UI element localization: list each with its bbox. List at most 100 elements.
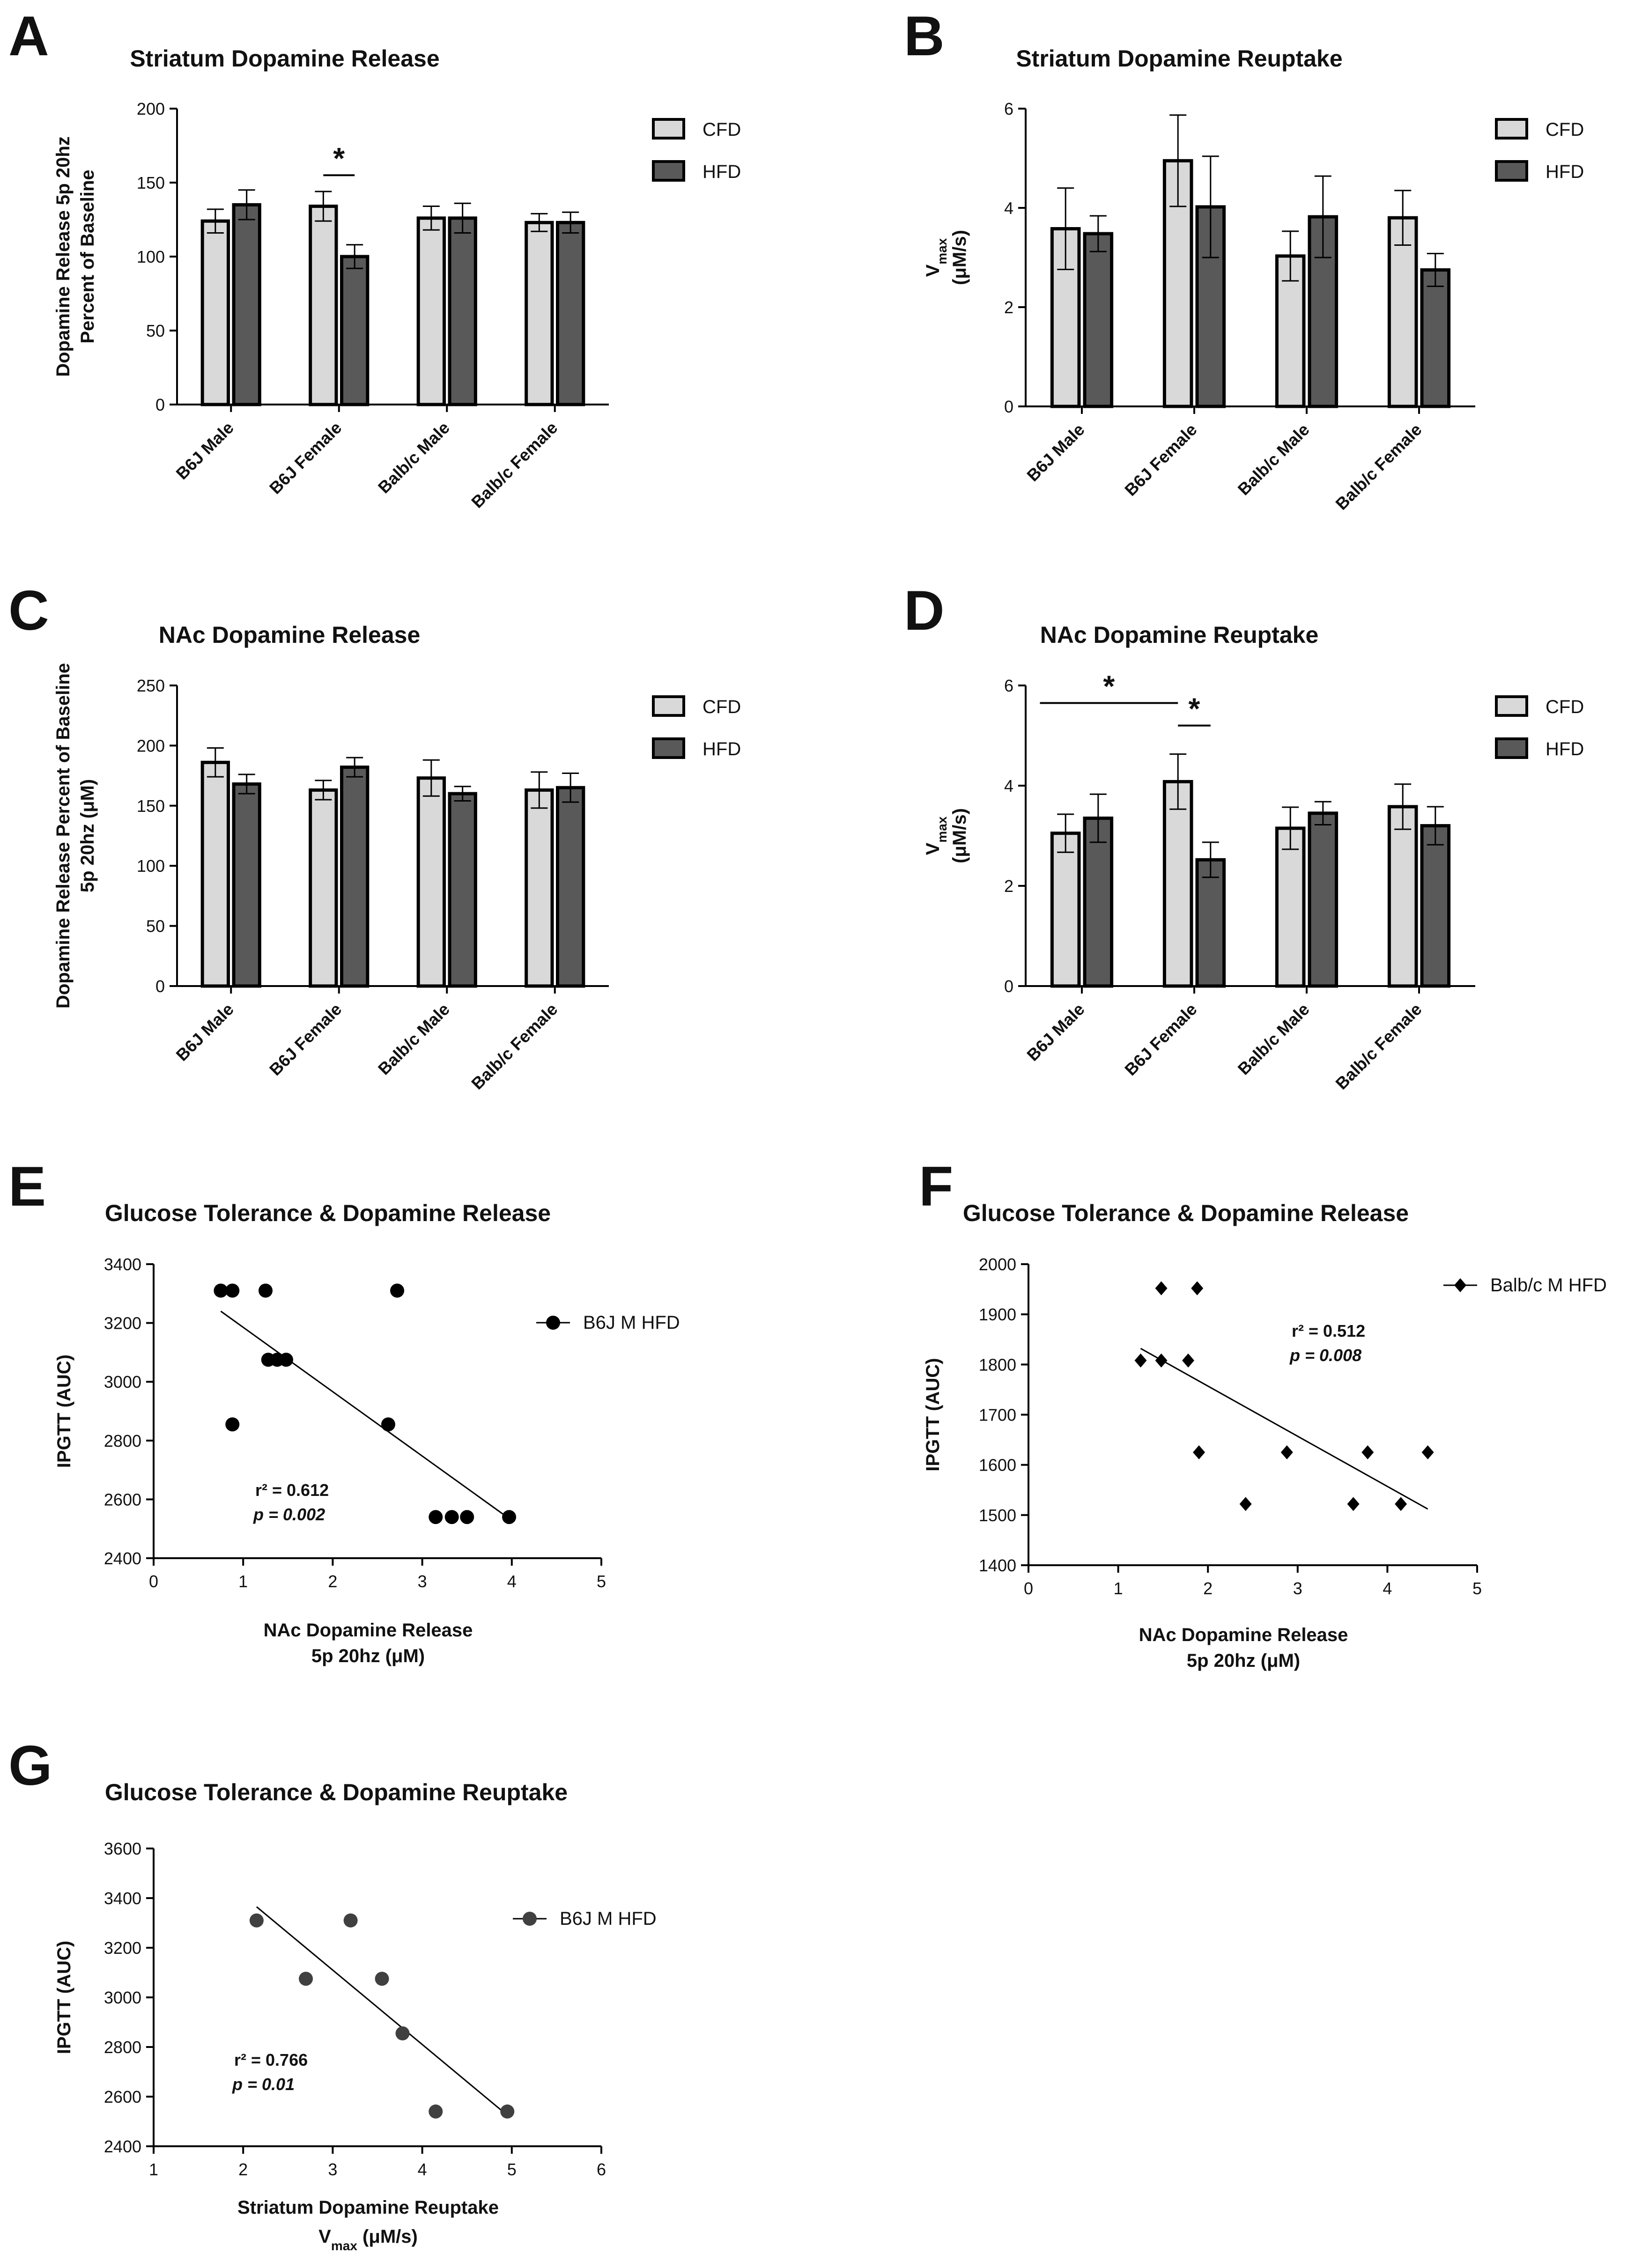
bar-cfd	[200, 760, 230, 988]
data-point	[1155, 1281, 1168, 1296]
y-axis-label: 5p 20hz (μM)	[77, 779, 98, 892]
y-tick-label: 1700	[979, 1406, 1016, 1425]
y-tick-label: 3200	[104, 1938, 141, 1958]
panel-e: E Glucose Tolerance & Dopamine Release 240…	[8, 1155, 680, 1666]
legend-swatch-hfd	[652, 160, 685, 182]
y-axis-label: IPGTT (AUC)	[923, 1358, 943, 1471]
x-tick-label: 5	[1472, 1579, 1482, 1598]
y-tick-label: 3000	[104, 1372, 141, 1392]
data-point	[500, 2104, 515, 2119]
category-label: B6J Male	[172, 1000, 237, 1065]
category-label: B6J Female	[1121, 420, 1200, 500]
panel-letter: E	[8, 1155, 46, 1218]
bar-cfd	[525, 221, 554, 406]
y-tick-label: 0	[1004, 397, 1013, 416]
legend-label-hfd: HFD	[703, 162, 741, 182]
x-tick-label: 4	[1383, 1579, 1392, 1598]
category-label: B6J Female	[1121, 1000, 1200, 1079]
data-point	[1193, 1445, 1205, 1459]
bar-cfd	[200, 219, 230, 406]
y-tick-label: 150	[137, 173, 165, 192]
data-point	[259, 1283, 273, 1298]
legend-swatch-cfd	[1495, 118, 1528, 140]
r-squared-label: r² = 0.612	[255, 1480, 329, 1500]
bar-cfd	[309, 205, 338, 406]
y-tick-label: 2	[1004, 298, 1013, 317]
r-squared-label: r² = 0.766	[234, 2050, 308, 2069]
x-tick-label: 6	[597, 2160, 606, 2179]
data-point	[249, 1913, 264, 1928]
data-point	[1421, 1445, 1434, 1459]
category-label: Balb/c Male	[374, 418, 453, 497]
r-squared-label: r² = 0.512	[1292, 1321, 1365, 1340]
y-tick-label: 50	[146, 917, 165, 936]
y-tick-label: 3200	[104, 1314, 141, 1333]
chart-title: Glucose Tolerance & Dopamine Release	[963, 1200, 1409, 1226]
legend-label-cfd: CFD	[703, 697, 741, 717]
category-label: Balb/c Female	[467, 1000, 561, 1093]
panel-d: D NAc Dopamine Reuptake 0 2 4 6 B6J Male B6J Fe…	[904, 579, 1584, 1093]
legend-marker	[1454, 1278, 1466, 1292]
category-label: Balb/c Female	[1331, 1000, 1425, 1093]
data-point	[502, 1510, 517, 1524]
data-point	[343, 1913, 358, 1928]
p-value-label: p = 0.01	[232, 2075, 295, 2094]
y-tick-label: 100	[137, 247, 165, 266]
y-axis-label: IPGTT (AUC)	[54, 1355, 74, 1468]
y-tick-label: 1500	[979, 1506, 1016, 1525]
data-point	[375, 1972, 389, 1986]
data-point	[1182, 1353, 1195, 1368]
y-tick-label: 6	[1004, 676, 1013, 695]
bar-hfd	[556, 786, 585, 988]
panel-a: A Striatum Dopamine Release 0 50 100 150 200 B6…	[8, 5, 741, 512]
y-tick-label: 50	[146, 321, 165, 340]
panel-letter: C	[8, 579, 49, 642]
bar-hfd	[340, 255, 370, 406]
category-label: B6J Male	[172, 418, 237, 483]
data-point	[1280, 1445, 1293, 1459]
bar-cfd	[1275, 826, 1306, 988]
legend-swatch-hfd	[1495, 737, 1528, 759]
x-tick-label: 2	[328, 1572, 337, 1591]
bar-hfd	[1083, 817, 1114, 988]
bar-hfd	[1195, 858, 1226, 988]
data-point	[214, 1283, 228, 1298]
legend-label: B6J M HFD	[583, 1312, 680, 1333]
y-tick-label: 1800	[979, 1355, 1016, 1374]
chart-title: NAc Dopamine Release	[159, 622, 421, 648]
legend-label-cfd: CFD	[1546, 119, 1584, 140]
bar-cfd	[416, 776, 446, 988]
bar-cfd	[1050, 832, 1081, 988]
category-label: B6J Male	[1023, 1000, 1088, 1065]
y-tick-label: 200	[137, 736, 165, 755]
y-tick-label: 3400	[104, 1889, 141, 1908]
panel-g: G Glucose Tolerance & Dopamine Reuptake24…	[8, 1734, 657, 2253]
data-point	[381, 1417, 395, 1432]
data-point	[1191, 1281, 1204, 1296]
data-point	[395, 2026, 410, 2040]
regression-line	[256, 1906, 508, 2116]
y-tick-label: 2000	[979, 1255, 1016, 1274]
significance-star: *	[1103, 669, 1115, 703]
y-axis-label: Vmax	[923, 238, 949, 277]
bar-cfd	[1162, 780, 1193, 988]
x-axis-label: 5p 20hz (μM)	[311, 1646, 425, 1666]
y-tick-label: 2400	[104, 2137, 141, 2156]
x-tick-label: 5	[507, 2160, 517, 2179]
significance-star: *	[333, 141, 345, 175]
data-point	[1239, 1497, 1252, 1511]
chart-title: Glucose Tolerance & Dopamine Release	[105, 1200, 551, 1226]
data-point	[429, 1510, 443, 1524]
regression-line	[1140, 1348, 1428, 1510]
y-tick-label: 2800	[104, 2038, 141, 2057]
y-tick-label: 2400	[104, 1549, 141, 1568]
bar-hfd	[556, 221, 585, 406]
x-axis-label: NAc Dopamine Release	[264, 1620, 473, 1641]
data-point	[1155, 1353, 1168, 1368]
x-tick-label: 3	[1293, 1579, 1302, 1598]
bar-cfd	[1387, 805, 1418, 988]
data-point	[1134, 1353, 1147, 1368]
data-point	[460, 1510, 474, 1524]
data-point	[1361, 1445, 1374, 1459]
